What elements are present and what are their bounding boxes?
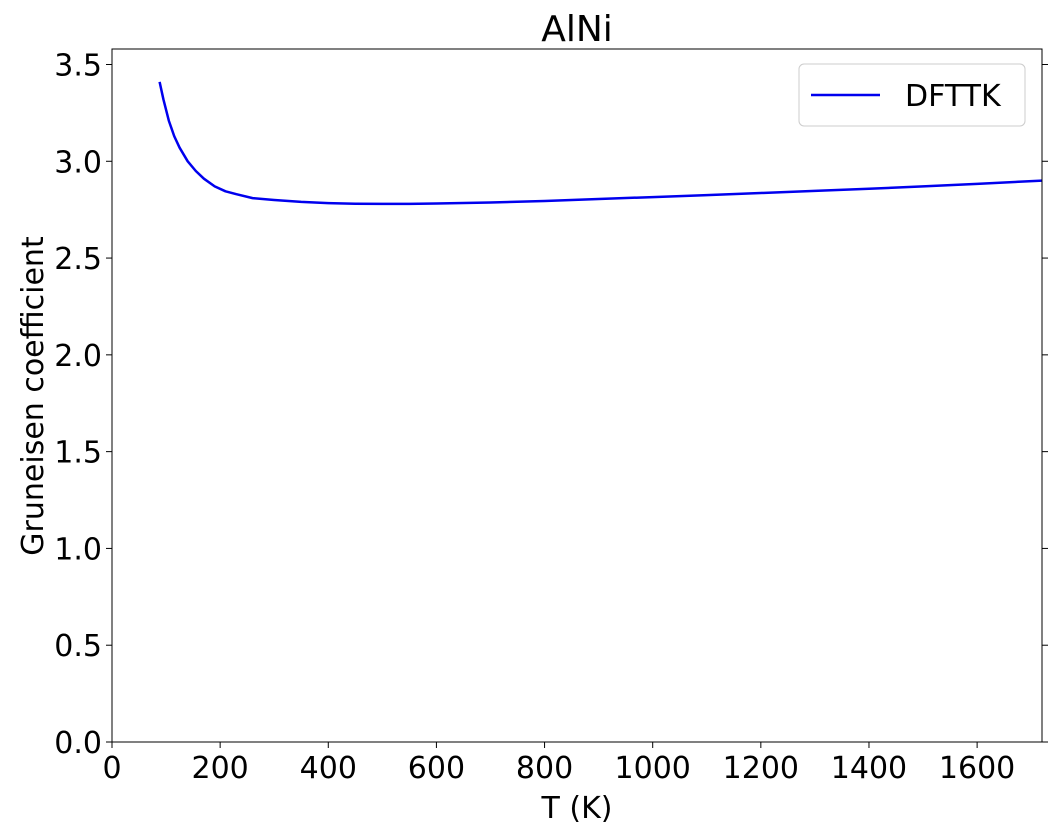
- legend: DFTTK: [798, 63, 1026, 127]
- legend-label: DFTTK: [905, 79, 1002, 114]
- x-tick-label: 1200: [723, 751, 799, 786]
- y-tick-label: 3.0: [54, 145, 102, 180]
- y-tick-label: 1.5: [54, 436, 102, 471]
- x-tick-label: 200: [192, 751, 249, 786]
- y-axis-ticks: 0.0 0.5 1.0 1.5 2.0 2.5 3.0 3.5: [54, 48, 1048, 761]
- y-tick-label: 2.5: [54, 242, 102, 277]
- y-tick-label: 2.0: [54, 339, 102, 374]
- y-axis-title: Gruneisen coefficient: [16, 236, 51, 556]
- x-tick-label: 1000: [615, 751, 691, 786]
- chart-title: AlNi: [541, 9, 613, 50]
- x-tick-label: 1400: [831, 751, 907, 786]
- y-tick-label: 0.0: [54, 726, 102, 761]
- y-tick-label: 1.0: [54, 532, 102, 567]
- x-axis-ticks: 0 200 400 600 800 1000 1200 1400 1600: [102, 742, 1015, 786]
- series-line-dfttk: [158, 81, 1043, 206]
- x-tick-label: 600: [408, 751, 465, 786]
- x-tick-label: 400: [300, 751, 357, 786]
- x-tick-label: 1600: [939, 751, 1015, 786]
- x-tick-label: 0: [102, 751, 121, 786]
- x-axis-title: T (K): [541, 791, 613, 826]
- legend-box: [798, 63, 1026, 127]
- series-layer: [158, 81, 1043, 206]
- plot-frame: [111, 48, 1043, 743]
- y-tick-label: 0.5: [54, 629, 102, 664]
- y-tick-label: 3.5: [54, 48, 102, 83]
- x-tick-label: 800: [516, 751, 573, 786]
